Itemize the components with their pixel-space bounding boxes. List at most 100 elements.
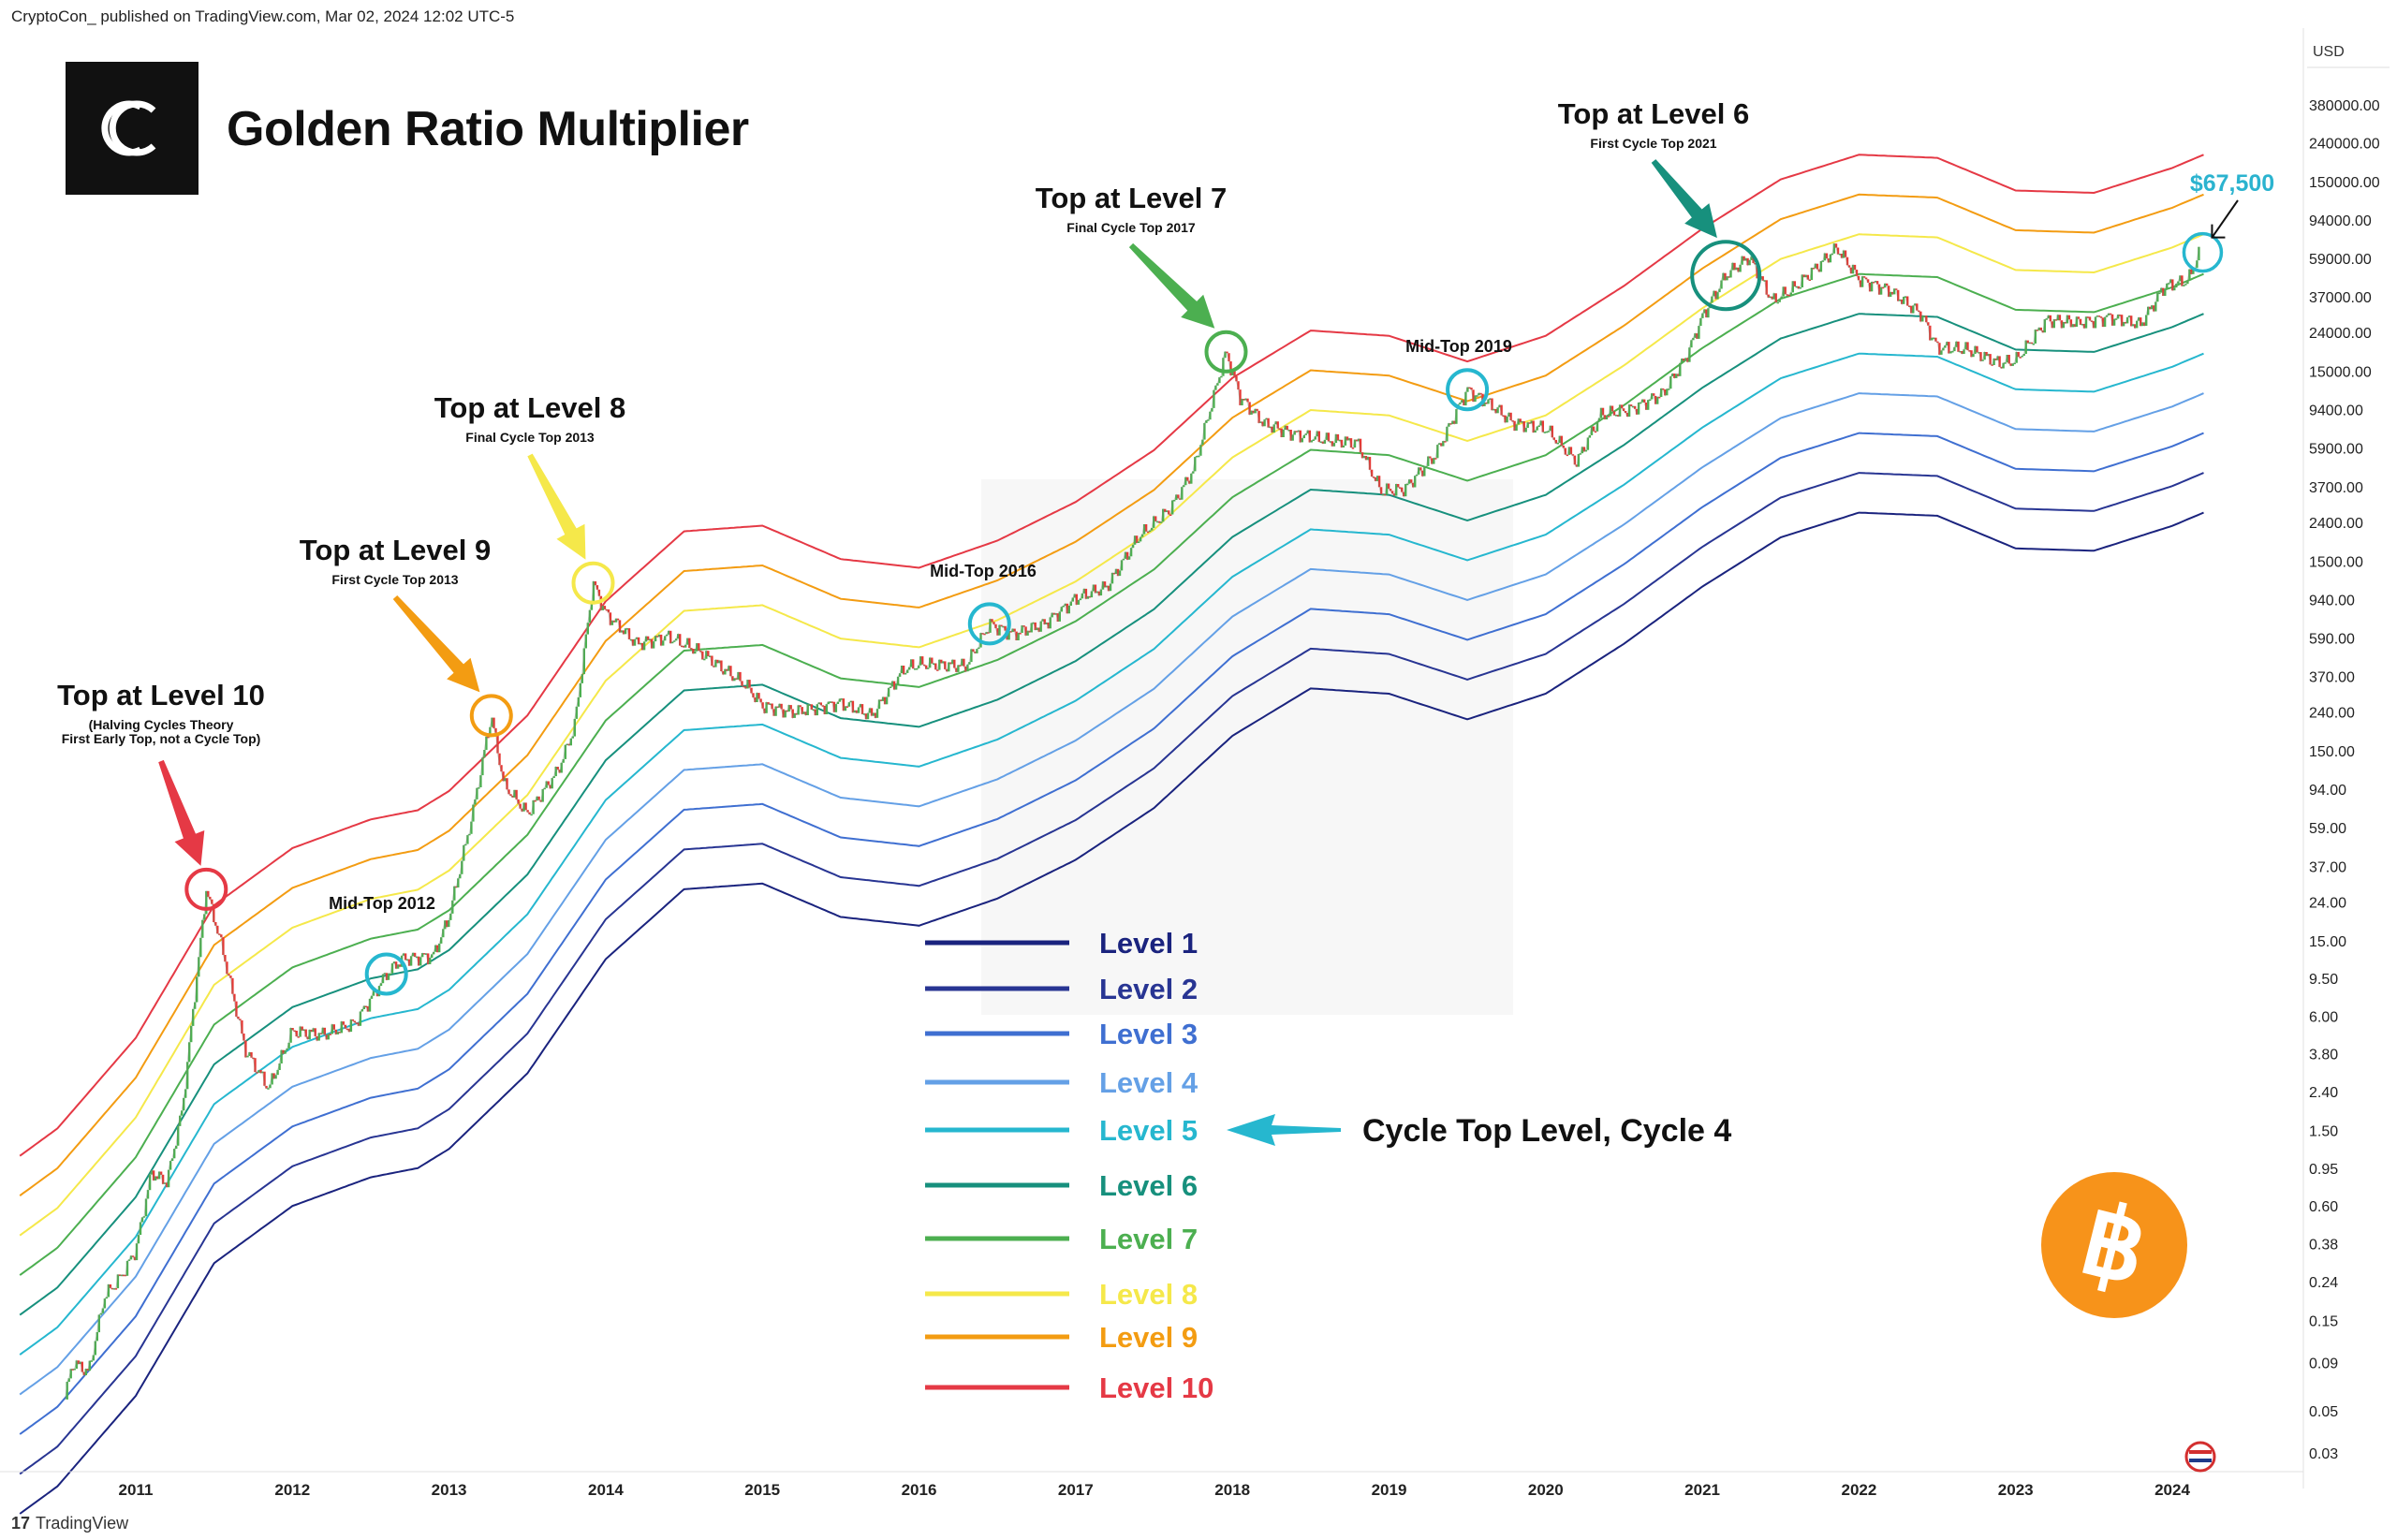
price-candle-670 bbox=[1325, 433, 1329, 440]
price-candle-773 bbox=[1519, 418, 1522, 423]
price-candle-469 bbox=[948, 662, 950, 672]
price-candle-446 bbox=[904, 673, 907, 675]
price-candle-194 bbox=[431, 954, 434, 959]
x-tick-13: 2024 bbox=[2154, 1481, 2190, 1499]
price-candle-288 bbox=[607, 609, 610, 613]
price-candle-808 bbox=[1584, 449, 1588, 452]
price-candle-956 bbox=[1862, 276, 1866, 278]
price-candle-574 bbox=[1144, 524, 1148, 532]
price-candle-16 bbox=[96, 1332, 98, 1342]
price-candle-189 bbox=[421, 953, 424, 958]
price-candle-609 bbox=[1211, 407, 1213, 412]
price-candle-510 bbox=[1024, 626, 1027, 636]
price-candle-151 bbox=[349, 1019, 353, 1033]
price-candle-876 bbox=[1713, 290, 1715, 297]
price-candle-817 bbox=[1601, 407, 1605, 416]
price-candle-686 bbox=[1355, 439, 1359, 442]
price-candle-249 bbox=[534, 799, 537, 802]
brand-logo-icon bbox=[101, 100, 156, 156]
annotation-arrow-4 bbox=[1651, 159, 1717, 239]
price-candle-98 bbox=[250, 1052, 253, 1058]
price-candle-663 bbox=[1312, 439, 1315, 441]
tradingview-footer[interactable]: 17 TradingView bbox=[11, 1514, 128, 1533]
price-candle-371 bbox=[763, 708, 766, 713]
price-candle-25 bbox=[112, 1288, 116, 1290]
price-candle-230 bbox=[498, 753, 501, 766]
level-line-1 bbox=[19, 472, 2204, 1475]
price-candle-372 bbox=[765, 702, 768, 713]
price-candle-304 bbox=[637, 637, 640, 645]
price-candle-628 bbox=[1246, 398, 1249, 403]
price-candle-85 bbox=[226, 961, 228, 975]
price-candle-175 bbox=[394, 961, 398, 969]
price-candle-617 bbox=[1226, 351, 1228, 354]
price-candle-844 bbox=[1653, 393, 1655, 396]
price-candle-297 bbox=[624, 628, 627, 635]
price-candle-1086 bbox=[2107, 313, 2110, 315]
price-candle-1050 bbox=[2039, 327, 2042, 330]
annotation-circle-5 bbox=[364, 952, 408, 996]
price-candle-522 bbox=[1047, 623, 1050, 629]
price-candle-797 bbox=[1564, 447, 1566, 455]
price-candle-228 bbox=[494, 727, 497, 733]
price-candle-1128 bbox=[2186, 280, 2189, 285]
price-candle-205 bbox=[451, 900, 454, 914]
level-bands bbox=[19, 154, 2204, 1515]
price-candle-334 bbox=[694, 651, 697, 654]
price-candle-1126 bbox=[2183, 285, 2185, 286]
price-candle-400 bbox=[817, 702, 820, 705]
price-candle-997 bbox=[1940, 350, 1943, 355]
price-candle-936 bbox=[1825, 253, 1829, 259]
price-candle-0 bbox=[66, 1382, 68, 1400]
price-candle-656 bbox=[1299, 430, 1301, 443]
price-candle-787 bbox=[1545, 431, 1548, 433]
y-tick-32: 0.15 bbox=[2309, 1313, 2338, 1329]
price-candle-497 bbox=[1000, 624, 1003, 627]
price-candle-113 bbox=[278, 1063, 281, 1070]
price-candle-217 bbox=[474, 799, 477, 805]
price-candle-539 bbox=[1079, 598, 1082, 601]
price-candle-637 bbox=[1263, 419, 1266, 427]
price-candle-1079 bbox=[2094, 316, 2097, 329]
price-candle-91 bbox=[237, 1016, 240, 1019]
price-candle-352 bbox=[728, 666, 730, 671]
price-candle-768 bbox=[1509, 412, 1512, 420]
price-candle-367 bbox=[756, 693, 758, 702]
price-candle-408 bbox=[832, 701, 836, 712]
price-candle-1047 bbox=[2034, 330, 2037, 344]
price-candle-1020 bbox=[1983, 352, 1986, 360]
price-candle-898 bbox=[1754, 263, 1757, 265]
price-candle-582 bbox=[1160, 521, 1163, 523]
price-candle-1110 bbox=[2153, 305, 2155, 312]
y-tick-19: 59.00 bbox=[2309, 821, 2346, 837]
price-candle-824 bbox=[1614, 415, 1618, 417]
price-candle-302 bbox=[633, 638, 637, 646]
price-candle-307 bbox=[642, 641, 646, 651]
us-flag-icon[interactable] bbox=[2184, 1441, 2216, 1473]
price-candle-591 bbox=[1177, 494, 1180, 499]
price-candle-296 bbox=[622, 630, 625, 635]
price-candle-914 bbox=[1784, 286, 1787, 295]
price-candle-967 bbox=[1884, 283, 1887, 288]
price-candle-742 bbox=[1461, 400, 1463, 403]
price-candle-841 bbox=[1647, 400, 1650, 410]
price-candle-923 bbox=[1801, 274, 1803, 287]
price-candle-855 bbox=[1673, 374, 1676, 378]
annotation-sub-4-0: First Cycle Top 2021 bbox=[1590, 136, 1716, 151]
price-candle-43 bbox=[146, 1190, 150, 1199]
price-candle-362 bbox=[746, 680, 749, 689]
price-candle-960 bbox=[1870, 282, 1874, 292]
price-candle-799 bbox=[1567, 447, 1571, 455]
price-candle-545 bbox=[1090, 591, 1094, 598]
price-candle-1125 bbox=[2181, 275, 2184, 286]
price-candle-625 bbox=[1241, 399, 1243, 405]
price-candle-551 bbox=[1101, 581, 1105, 590]
price-candle-1039 bbox=[2019, 357, 2022, 359]
y-axis-panel[interactable] bbox=[2303, 28, 2397, 1489]
price-candle-57 bbox=[173, 1149, 176, 1159]
y-tick-1: 240000.00 bbox=[2309, 137, 2380, 153]
price-candle-339 bbox=[703, 658, 706, 661]
price-candle-61 bbox=[181, 1110, 184, 1116]
price-candle-528 bbox=[1058, 611, 1061, 622]
